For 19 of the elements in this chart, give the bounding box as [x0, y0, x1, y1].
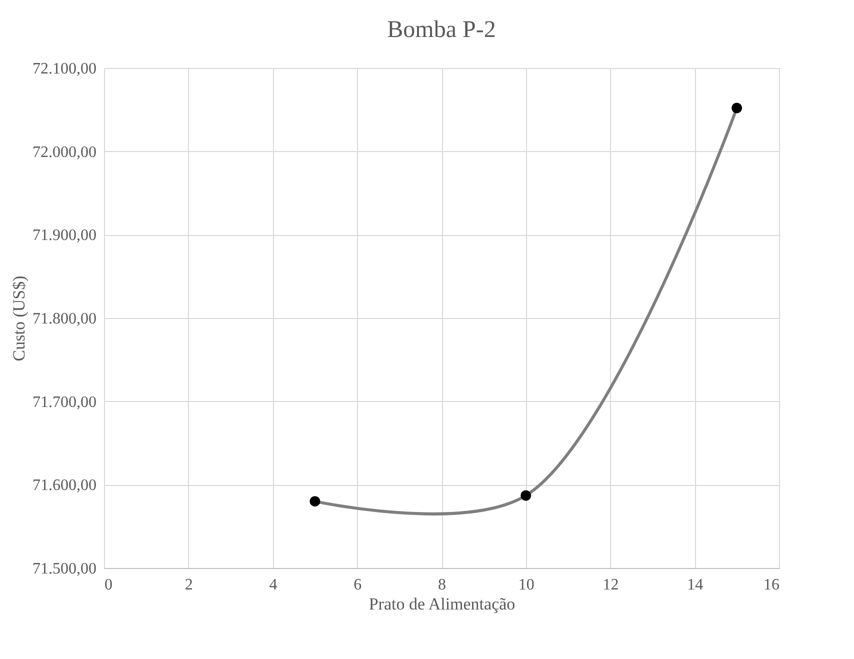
y-tick-label: 71.800,00	[32, 310, 96, 328]
chart-title: Bomba P-2	[387, 17, 496, 43]
y-tick-label: 72.100,00	[32, 60, 96, 78]
x-tick-label: 6	[354, 576, 362, 594]
x-tick-label: 14	[687, 576, 704, 594]
y-tick-label: 71.900,00	[32, 227, 96, 244]
x-tick-label: 16	[764, 576, 780, 594]
x-tick-label: 2	[184, 576, 193, 594]
y-tick-label: 71.700,00	[32, 394, 96, 411]
y-tick-label: 71.500,00	[32, 560, 96, 578]
y-tick-label: 72.000,00	[32, 144, 96, 161]
x-tick-label: 12	[602, 576, 619, 594]
x-tick-label: 10	[518, 576, 534, 594]
x-axis-title: Prato de Alimentação	[368, 594, 516, 614]
x-tick-label: 4	[269, 576, 278, 594]
y-axis-title: Custo (US$)	[10, 276, 28, 362]
y-tick-label: 71.600,00	[32, 477, 96, 494]
x-tick-label: 0	[104, 576, 112, 594]
x-tick-label: 8	[438, 576, 446, 594]
